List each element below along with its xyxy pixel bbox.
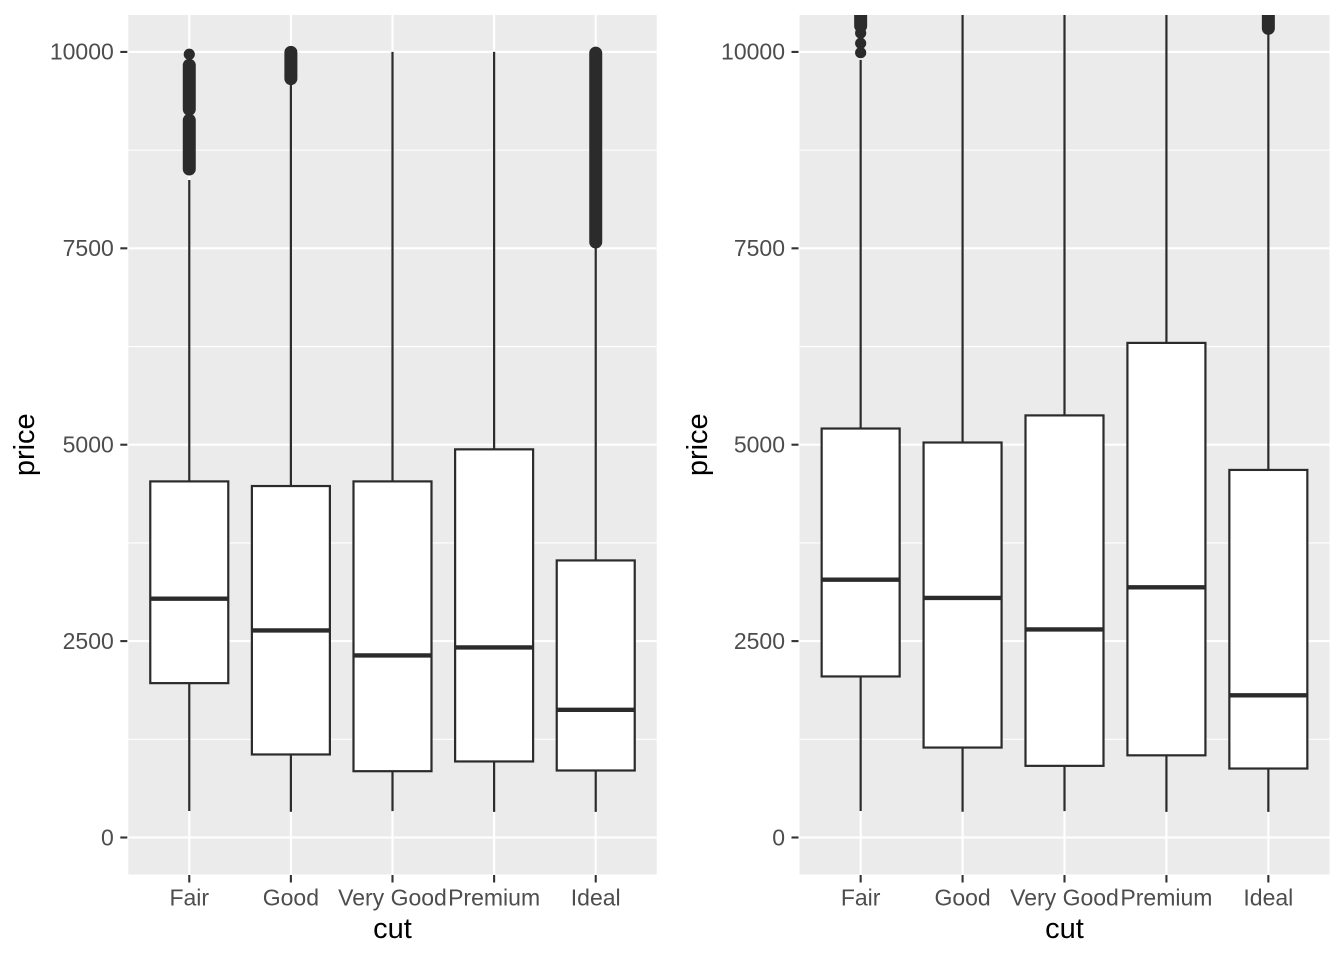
box-ideal — [1228, 468, 1309, 770]
box-ideal — [555, 559, 636, 772]
x-tick-label: Fair — [169, 885, 209, 911]
box-fair — [820, 427, 901, 678]
y-axis-title: price — [9, 413, 41, 476]
y-tick-label: 5000 — [63, 432, 114, 458]
outlier-dot — [855, 27, 867, 39]
outlier-blob — [1261, 15, 1275, 35]
box-good — [250, 484, 331, 756]
x-tick-label: Good — [263, 885, 319, 911]
x-tick-label: Very Good — [338, 885, 447, 911]
y-axis-title: price — [682, 413, 714, 476]
box-premium — [454, 448, 535, 763]
right-panel-marks — [820, 15, 1309, 812]
outlier-blob — [854, 15, 868, 33]
x-tick-label: Very Good — [1010, 885, 1119, 911]
box-very-good — [352, 480, 433, 773]
y-tick-label: 2500 — [734, 628, 785, 654]
box-premium — [1126, 341, 1207, 757]
y-tick-label: 7500 — [734, 235, 785, 261]
x-tick-label: Premium — [448, 885, 540, 911]
y-tick-label: 0 — [101, 824, 114, 850]
outlier-blob — [182, 113, 196, 176]
y-tick-label: 10000 — [721, 39, 785, 65]
x-axis-title: cut — [1045, 913, 1084, 945]
box-very-good — [1024, 414, 1105, 767]
outlier-dot — [855, 37, 867, 49]
y-tick-label: 5000 — [734, 432, 785, 458]
y-tick-label: 2500 — [63, 628, 114, 654]
outlier-dot — [855, 47, 867, 59]
x-tick-label: Premium — [1120, 885, 1212, 911]
y-tick-label: 7500 — [63, 235, 114, 261]
box-good — [922, 441, 1003, 749]
y-tick-label: 10000 — [50, 39, 114, 65]
x-tick-label: Good — [934, 885, 990, 911]
box-fair — [149, 480, 230, 685]
outlier-dot — [183, 48, 195, 60]
x-axis-title: cut — [373, 913, 412, 945]
left-panel-marks — [149, 45, 636, 812]
x-tick-label: Fair — [841, 885, 881, 911]
y-tick-label: 0 — [772, 824, 785, 850]
x-tick-label: Ideal — [571, 885, 621, 911]
outlier-blob — [182, 58, 196, 116]
outlier-blob — [589, 46, 603, 249]
outlier-blob — [284, 45, 298, 86]
x-tick-label: Ideal — [1243, 885, 1293, 911]
